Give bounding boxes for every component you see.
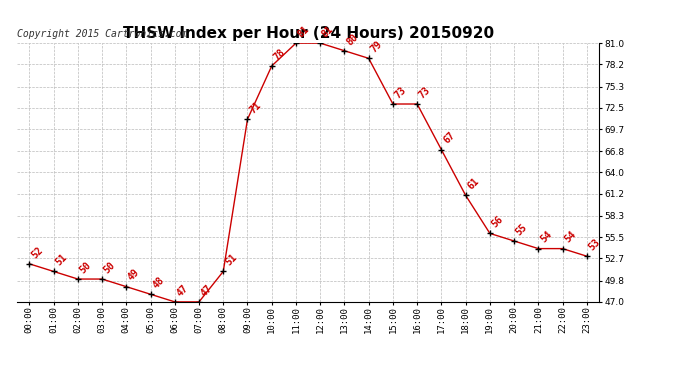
Text: 50: 50 [78,260,93,275]
Text: 61: 61 [466,176,481,192]
Text: 48: 48 [150,275,166,291]
Text: 49: 49 [126,267,141,283]
Text: 78: 78 [272,47,287,62]
Text: 52: 52 [30,244,45,260]
Text: 50: 50 [102,260,117,275]
Text: 55: 55 [514,222,529,237]
Title: THSW Index per Hour (24 Hours) 20150920: THSW Index per Hour (24 Hours) 20150920 [123,26,493,40]
Text: 80: 80 [344,32,359,47]
Text: 53: 53 [586,237,602,252]
Text: THSW  (°F): THSW (°F) [615,52,664,61]
Text: 51: 51 [224,252,239,268]
Text: 47: 47 [199,283,215,298]
Text: 71: 71 [248,100,263,116]
Text: 73: 73 [417,85,433,100]
Text: 79: 79 [368,39,384,54]
Text: 54: 54 [562,230,578,245]
Text: 73: 73 [393,85,408,100]
Text: Copyright 2015 Cartronics.com: Copyright 2015 Cartronics.com [17,29,188,39]
Text: 67: 67 [442,130,457,146]
Text: 56: 56 [490,214,505,230]
Text: 51: 51 [54,252,69,268]
Text: 54: 54 [538,230,553,245]
Text: 47: 47 [175,283,190,298]
Text: 81: 81 [320,24,335,39]
Text: 81: 81 [296,24,311,39]
